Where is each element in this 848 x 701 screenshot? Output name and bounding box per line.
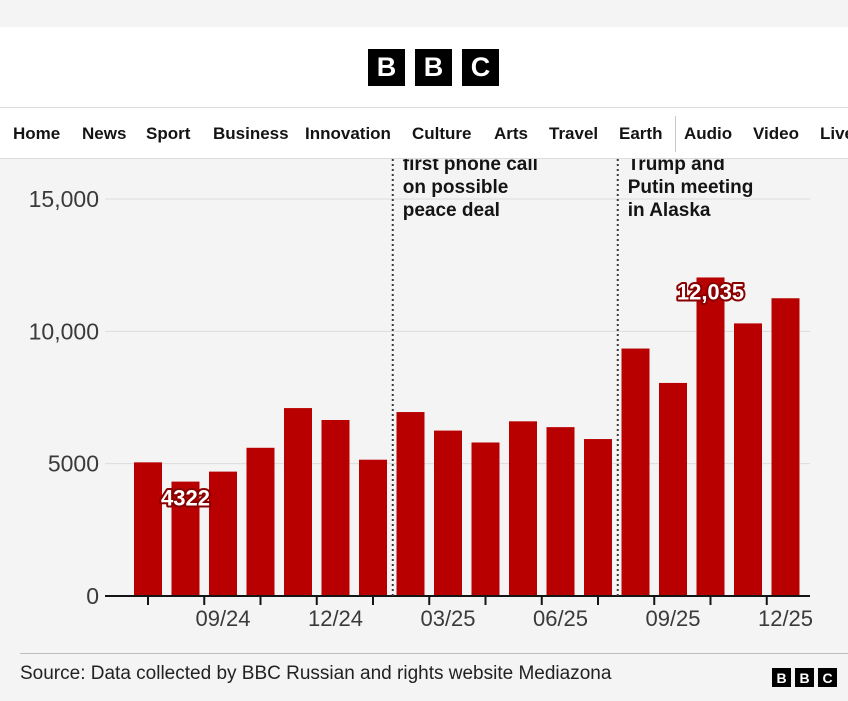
bar xyxy=(509,421,537,596)
bar xyxy=(734,323,762,596)
bbc-logo-letter: B xyxy=(368,49,405,86)
bar xyxy=(434,430,462,596)
data-label: 4322 xyxy=(161,486,210,511)
bbc-logo-letter: C xyxy=(462,49,499,86)
bar xyxy=(209,471,237,596)
bar xyxy=(284,408,312,596)
nav-divider xyxy=(675,116,676,152)
annotation-text: on possible xyxy=(403,177,509,198)
x-tick-label: 12/24 xyxy=(308,606,363,631)
annotation-text: first phone call xyxy=(403,159,538,175)
bar xyxy=(621,348,650,596)
nav-item-video[interactable]: Video xyxy=(753,124,799,143)
bbc-logo-letter: B xyxy=(415,49,452,86)
annotation-text: Trump and xyxy=(628,159,725,175)
x-tick-label: 09/24 xyxy=(195,606,250,631)
footer-logo-letter: C xyxy=(818,668,837,687)
nav-item-sport[interactable]: Sport xyxy=(146,124,191,143)
bar xyxy=(546,427,575,596)
masthead: B B C xyxy=(0,27,848,107)
x-tick-label: 09/25 xyxy=(645,606,700,631)
nav-item-live[interactable]: Live xyxy=(820,124,848,143)
data-label: 12,035 xyxy=(677,279,744,304)
footer-divider xyxy=(20,653,848,654)
annotation-text: Putin meeting xyxy=(628,177,754,198)
source-note: Source: Data collected by BBC Russian an… xyxy=(20,663,612,684)
nav-item-travel[interactable]: Travel xyxy=(549,124,599,143)
nav-item-earth[interactable]: Earth xyxy=(619,124,663,143)
bar xyxy=(471,442,500,596)
bar xyxy=(396,412,425,596)
bar xyxy=(584,439,612,596)
main-navigation: Home News Sport Business Innovation Cult… xyxy=(0,107,848,159)
y-tick-label: 0 xyxy=(86,583,99,609)
nav-item-home[interactable]: Home xyxy=(13,124,61,143)
bar xyxy=(246,447,275,596)
nav-item-audio[interactable]: Audio xyxy=(684,124,733,143)
x-tick-label: 12/25 xyxy=(758,606,813,631)
nav-item-culture[interactable]: Culture xyxy=(412,124,472,143)
bar xyxy=(134,462,162,596)
bar xyxy=(171,481,200,596)
annotation-text: in Alaska xyxy=(628,200,711,221)
y-tick-label: 5000 xyxy=(48,451,99,477)
nav-item-innovation[interactable]: Innovation xyxy=(305,124,391,143)
bar xyxy=(359,459,387,596)
bbc-logo[interactable]: B B C xyxy=(368,49,499,86)
nav-item-arts[interactable]: Arts xyxy=(494,124,529,143)
bar xyxy=(696,277,725,596)
nav-item-business[interactable]: Business xyxy=(213,124,289,143)
footer-logo-letter: B xyxy=(772,668,791,687)
bar-chart: 0 5000 10,000 15,000 09/24 12/24 03/25 06/25 09/… xyxy=(29,159,813,631)
annotation-text: peace deal xyxy=(403,200,500,221)
x-tick-label: 03/25 xyxy=(420,606,475,631)
bar xyxy=(771,298,800,596)
bar xyxy=(321,419,350,596)
nav-item-news[interactable]: News xyxy=(82,124,127,143)
y-tick-label: 10,000 xyxy=(29,318,99,344)
bar xyxy=(659,382,687,596)
x-tick-label: 06/25 xyxy=(533,606,588,631)
footer-logo-letter: B xyxy=(795,668,814,687)
y-tick-label: 15,000 xyxy=(29,186,99,212)
footer-bbc-logo: B B C xyxy=(772,668,837,687)
